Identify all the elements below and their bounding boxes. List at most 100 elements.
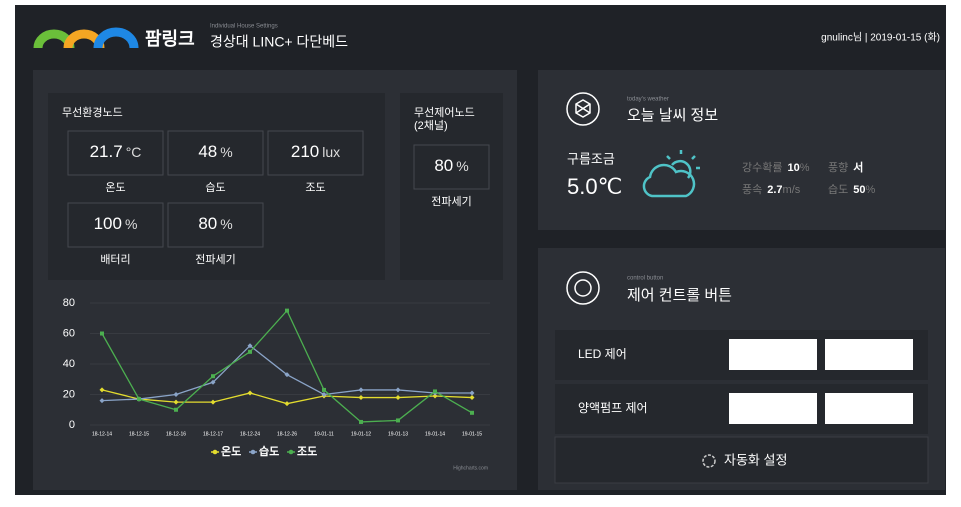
control-label: LED 제어 xyxy=(578,347,627,361)
env-node-box xyxy=(48,93,385,280)
data-point xyxy=(173,399,179,405)
data-point xyxy=(210,399,216,405)
legend-marker xyxy=(250,449,256,455)
data-point xyxy=(284,401,290,407)
weather-detail: 강수확률 10% xyxy=(742,161,810,174)
gear-icon xyxy=(702,454,716,468)
sensor-label: 조도 xyxy=(305,182,325,194)
legend-label: 온도 xyxy=(221,445,241,458)
sensor-label: 전파세기 xyxy=(431,195,471,208)
detail-label: 습도 xyxy=(828,183,848,196)
data-point xyxy=(285,308,289,313)
y-tick-label: 0 xyxy=(69,419,75,431)
y-tick-label: 60 xyxy=(63,327,75,339)
data-point xyxy=(210,379,216,385)
sensor-card xyxy=(167,130,264,176)
data-point xyxy=(358,395,364,401)
sensor-reading: 100% xyxy=(94,214,138,233)
x-tick-label: 18-12-17 xyxy=(203,431,223,437)
sensor-unit: % xyxy=(220,216,232,232)
detail-label: 강수확률 xyxy=(742,161,782,174)
legend-label: 조도 xyxy=(297,445,317,458)
sensor-card xyxy=(267,130,364,176)
sensor-label: 온도 xyxy=(105,181,125,194)
detail-value: 50 xyxy=(853,184,865,196)
sensor-value: 210 xyxy=(291,142,319,161)
x-tick-label: 19-01-13 xyxy=(388,431,408,437)
data-point xyxy=(247,343,253,349)
on-button[interactable] xyxy=(729,339,817,370)
sensor-value: 80 xyxy=(434,156,453,175)
weather-icon xyxy=(566,92,600,126)
control-icon-inner xyxy=(574,279,592,297)
x-tick-label: 18-12-15 xyxy=(129,431,149,437)
weather-detail: 풍향 서 xyxy=(828,160,863,174)
off-button[interactable] xyxy=(825,339,913,370)
x-tick-label: 18-12-26 xyxy=(277,431,297,437)
weather-title: 오늘 날씨 정보 xyxy=(627,107,718,124)
sensor-card xyxy=(67,130,164,176)
sensor-reading: 80% xyxy=(434,156,468,175)
detail-unit: % xyxy=(800,162,810,174)
x-tick-label: 18-12-24 xyxy=(240,431,260,437)
sensor-unit: % xyxy=(125,216,137,232)
control-title: 제어 컨트롤 버튼 xyxy=(627,287,732,304)
on-label: ON xyxy=(765,349,782,361)
y-tick-label: 80 xyxy=(63,297,75,309)
data-point xyxy=(248,349,252,354)
user-info: gnulinc님 | 2019-01-15 (화) xyxy=(821,32,940,44)
off-button[interactable] xyxy=(825,393,913,424)
sensor-label: 전파세기 xyxy=(195,253,235,266)
data-point xyxy=(247,390,253,396)
house-title: 경상대 LINC+ 다단베드 xyxy=(210,34,348,50)
sensor-value: 48 xyxy=(198,142,217,161)
detail-unit: % xyxy=(866,184,876,196)
control-node-title: 무선제어노드 xyxy=(414,106,475,119)
data-point xyxy=(284,372,290,378)
data-point xyxy=(469,390,475,396)
y-tick-label: 40 xyxy=(63,358,75,370)
weather-icon-glyph xyxy=(575,99,591,118)
off-label: OFF xyxy=(858,403,880,415)
x-tick-label: 19-01-14 xyxy=(425,431,445,437)
data-point xyxy=(137,397,141,402)
weather-caption: today's weather xyxy=(627,97,669,103)
data-point xyxy=(211,374,215,379)
sensor-card xyxy=(413,144,490,190)
legend-marker xyxy=(288,449,294,455)
chart-credit: Highcharts.com xyxy=(453,465,488,471)
off-label: OFF xyxy=(858,349,880,361)
sensor-value: 100 xyxy=(94,214,122,233)
detail-unit: m/s xyxy=(783,184,801,196)
data-point xyxy=(359,419,363,424)
sensor-card xyxy=(167,202,264,248)
legend-label: 습도 xyxy=(259,445,279,458)
legend-marker xyxy=(212,449,218,455)
automation-label: 자동화 설정 xyxy=(724,452,787,467)
sensor-label: 배터리 xyxy=(100,253,130,266)
detail-value: 2.7 xyxy=(767,184,782,196)
data-point xyxy=(358,387,364,393)
automation-button[interactable] xyxy=(554,436,929,484)
detail-label: 풍속 xyxy=(742,183,762,196)
detail-value: 10 xyxy=(787,162,799,174)
data-point xyxy=(395,395,401,401)
data-point xyxy=(99,387,105,393)
data-point xyxy=(99,398,105,404)
data-point xyxy=(395,387,401,393)
sensor-card xyxy=(67,202,164,248)
logo xyxy=(33,27,139,49)
x-tick-label: 19-01-15 xyxy=(462,431,482,437)
on-button[interactable] xyxy=(729,393,817,424)
data-point xyxy=(470,410,474,415)
sensor-label: 습도 xyxy=(205,181,225,194)
x-tick-label: 18-12-16 xyxy=(166,431,186,437)
data-point xyxy=(174,407,178,412)
data-point xyxy=(469,395,475,401)
x-tick-label: 19-01-11 xyxy=(314,431,334,437)
sensor-unit: °C xyxy=(126,144,142,160)
env-node-title: 무선환경노드 xyxy=(62,106,123,119)
weather-condition: 구름조금 xyxy=(567,151,615,166)
sensor-unit: % xyxy=(456,158,468,174)
